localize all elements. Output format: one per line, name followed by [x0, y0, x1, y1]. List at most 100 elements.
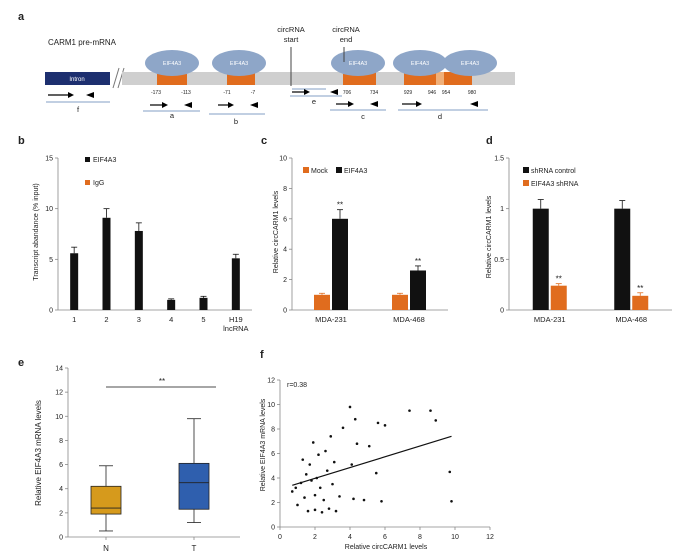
primer-label: e: [312, 97, 316, 106]
scatter-point: [311, 441, 315, 444]
y-tick-label: 0.5: [494, 257, 504, 264]
eif4a3-ellipse: [393, 50, 447, 76]
panel-d: d Relative circCARM1 levels 0 0.5 1 1.5 MDA-…: [486, 135, 672, 324]
scatter-point: [448, 470, 452, 474]
panel-f: f Relative EIF4A3 mRNA levels Relative c…: [260, 349, 494, 551]
eif4a3-label: EIF4A3: [230, 61, 248, 67]
y-tick-label: 4: [283, 247, 287, 254]
primer-reverse-arrow: [330, 89, 338, 95]
position-label: 980: [468, 90, 477, 96]
y-tick-label: 0: [59, 535, 63, 542]
x-tick-label: MDA-231: [534, 315, 566, 324]
panel-letter: c: [261, 135, 267, 147]
scatter-point: [350, 463, 354, 466]
primer-b: b: [209, 102, 265, 126]
y-tick-label: 12: [267, 378, 275, 385]
panel-letter: d: [486, 135, 493, 147]
scatter-point: [383, 424, 387, 427]
x-axis-label: Relative circCARM1 levels: [345, 544, 428, 551]
position-label: -173: [151, 90, 161, 96]
legend-label-shrna-control: shRNA control: [531, 168, 576, 175]
legend-label-eif4a3: EIF4A3: [93, 157, 116, 164]
scatter-point: [362, 498, 366, 502]
position-label: -71: [223, 90, 230, 96]
bar-eif4a3: [134, 230, 143, 310]
x-tick-label: 10: [451, 534, 459, 541]
scatter-point: [313, 493, 317, 497]
scatter-point: [318, 486, 322, 490]
y-tick-label: 8: [59, 438, 63, 445]
scatter-point: [327, 507, 331, 510]
panel-a: a CARM1 pre-mRNA Intron EIF4A3 EIF4A3 EI…: [18, 11, 515, 126]
bar-eif4a3: [102, 217, 111, 310]
scatter-point: [299, 481, 303, 485]
panel-b: b Transcript abandance (% input) 0510151…: [18, 135, 252, 333]
y-tick-label: 0: [49, 308, 53, 315]
x-tick-label: 6: [383, 534, 387, 541]
circrna-start-label-2: start: [284, 35, 300, 44]
x-tick-label: 2: [104, 315, 108, 324]
scatter-point: [332, 460, 336, 464]
y-tick-label: 10: [267, 402, 275, 409]
scatter-point: [341, 426, 345, 430]
bar: [532, 208, 549, 310]
position-label: -113: [181, 90, 191, 96]
scatter-point: [325, 469, 329, 472]
y-tick-label: 10: [45, 206, 53, 213]
y-axis-label: Transcript abandance (% input): [33, 183, 40, 280]
pre-mrna-title: CARM1 pre-mRNA: [48, 38, 117, 47]
eif4a3-ellipse: [212, 50, 266, 76]
significance-marker: **: [637, 284, 643, 293]
scatter-point: [310, 479, 313, 482]
x-tick-label: 1: [72, 315, 76, 324]
y-tick-label: 4: [59, 486, 63, 493]
legend-label-mock: Mock: [311, 168, 328, 175]
x-tick-label: 8: [418, 534, 422, 541]
axes: 0 2 4 6 8 10 12 0 2 4 6 8 10 12: [267, 378, 494, 542]
bar-eif4a3: [231, 258, 240, 310]
legend-swatch-eif4a3: [336, 167, 342, 173]
bar-eif4a3: [70, 253, 79, 310]
scatter-point: [434, 419, 438, 422]
x-tick-label: MDA-231: [315, 315, 347, 324]
circrna-end-label-2: end: [340, 35, 353, 44]
bar: [550, 285, 567, 310]
primer-d: d: [398, 101, 488, 121]
bar-eif4a3: [199, 297, 208, 310]
eif4a3-label: EIF4A3: [349, 61, 367, 67]
circrna-end-label-1: circRNA: [332, 25, 360, 34]
bar: [314, 294, 330, 310]
scatter-point: [301, 458, 305, 461]
eif4a3-ellipse: [443, 50, 497, 76]
bars: ** **: [532, 199, 649, 310]
y-tick-label: 2: [271, 500, 275, 507]
y-axis-label: Relative EIF4A3 mRNA levels: [34, 400, 43, 506]
legend-label-eif4a3: EIF4A3: [344, 168, 367, 175]
scatter-point: [348, 405, 352, 409]
primer-forward-arrow: [162, 102, 168, 108]
significance-marker: **: [556, 275, 562, 284]
primer-forward-arrow: [68, 92, 74, 98]
panel-letter: e: [18, 357, 24, 369]
scatter-point: [367, 444, 371, 448]
position-labels: -173 -113 -71 -7 706 734 929 946 954 980: [151, 90, 476, 96]
y-tick-label: 14: [55, 366, 63, 373]
scatter-point: [324, 449, 327, 453]
primer-label: d: [438, 112, 442, 121]
panel-letter: b: [18, 135, 25, 147]
exon-box: [436, 72, 444, 85]
legend-swatch-eif4a3: [85, 157, 90, 162]
significance-marker: **: [159, 377, 165, 386]
scatter-point: [296, 503, 299, 507]
x-tick-label: 4: [169, 315, 173, 324]
break-mark: [112, 67, 120, 89]
primer-reverse-arrow: [250, 102, 258, 108]
eif4a3-binding-sites: EIF4A3 EIF4A3 EIF4A3 EIF4A3 EIF4A3: [145, 50, 497, 76]
panel-c: c Relative circCARM1 levels 0 2 4 6 8 10 MDA-2…: [261, 135, 448, 324]
scatter-point: [338, 495, 341, 498]
boxes: [90, 418, 210, 532]
scatter-point: [334, 509, 338, 513]
bar: [410, 270, 426, 310]
primer-forward-arrow: [348, 101, 354, 107]
x-tick-label: N: [103, 544, 109, 553]
